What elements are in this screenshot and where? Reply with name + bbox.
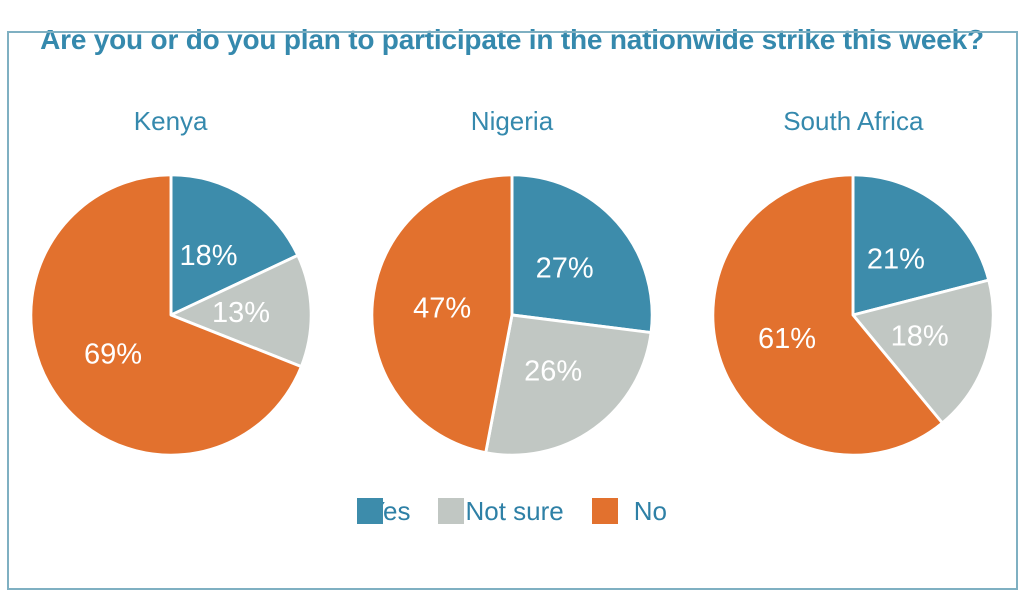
- legend-label-not-sure: Not sure: [465, 496, 564, 527]
- pie-chart-kenya: 18% 13% 69%: [29, 173, 313, 457]
- legend-swatch-yes: [357, 498, 384, 525]
- pie-slice-no: [711, 173, 945, 457]
- legend-label-no: No: [633, 496, 667, 527]
- legend-item-no: No: [591, 496, 667, 527]
- pie-slice-not-sure: [169, 254, 313, 369]
- pie-slice-not-sure: [851, 278, 995, 425]
- pie-data-label: 69%: [84, 339, 142, 371]
- pie-data-label: 61%: [758, 323, 816, 355]
- pie-data-label: 18%: [891, 321, 949, 353]
- pie-slice-yes: [169, 173, 299, 317]
- pie-data-label: 18%: [179, 240, 237, 272]
- pie-title-kenya: Kenya: [133, 106, 208, 136]
- pie-chart-south-africa: 21% 18% 61%: [711, 173, 995, 457]
- pie-title-nigeria: Nigeria: [470, 106, 554, 136]
- pie-slice-no: [370, 173, 514, 455]
- legend-swatch-no: [591, 498, 618, 525]
- pie-data-label: 13%: [212, 297, 270, 329]
- pie-figure-nigeria: Nigeria 27% 26% 47%: [341, 106, 682, 460]
- chart-title: Are you or do you plan to participate in…: [40, 24, 984, 55]
- pie-title-south-africa: South Africa: [783, 106, 924, 136]
- pie-row: Kenya 18% 13% 69% Nigeria 27% 26% 47% South …: [0, 106, 1024, 460]
- chart-canvas: Are you or do you plan to participate in…: [0, 24, 1024, 595]
- pie-data-label: 26%: [524, 356, 582, 388]
- legend-swatch-not-sure: [438, 498, 465, 525]
- legend-item-not-sure: Not sure: [438, 496, 564, 527]
- pie-figure-south-africa: South Africa 21% 18% 61%: [683, 106, 1024, 460]
- pie-chart-nigeria: 27% 26% 47%: [370, 173, 654, 457]
- pie-slice-not-sure: [484, 313, 653, 457]
- pie-slice-yes: [851, 173, 991, 317]
- pie-data-label: 21%: [867, 244, 925, 276]
- pie-slice-no: [29, 173, 303, 457]
- pie-data-label: 27%: [536, 253, 594, 285]
- pie-slice-yes: [510, 173, 654, 335]
- pie-data-label: 47%: [413, 293, 471, 325]
- legend-item-yes: Yes: [357, 498, 410, 525]
- legend: Yes Not sure No: [0, 496, 1024, 527]
- pie-figure-kenya: Kenya 18% 13% 69%: [0, 106, 341, 460]
